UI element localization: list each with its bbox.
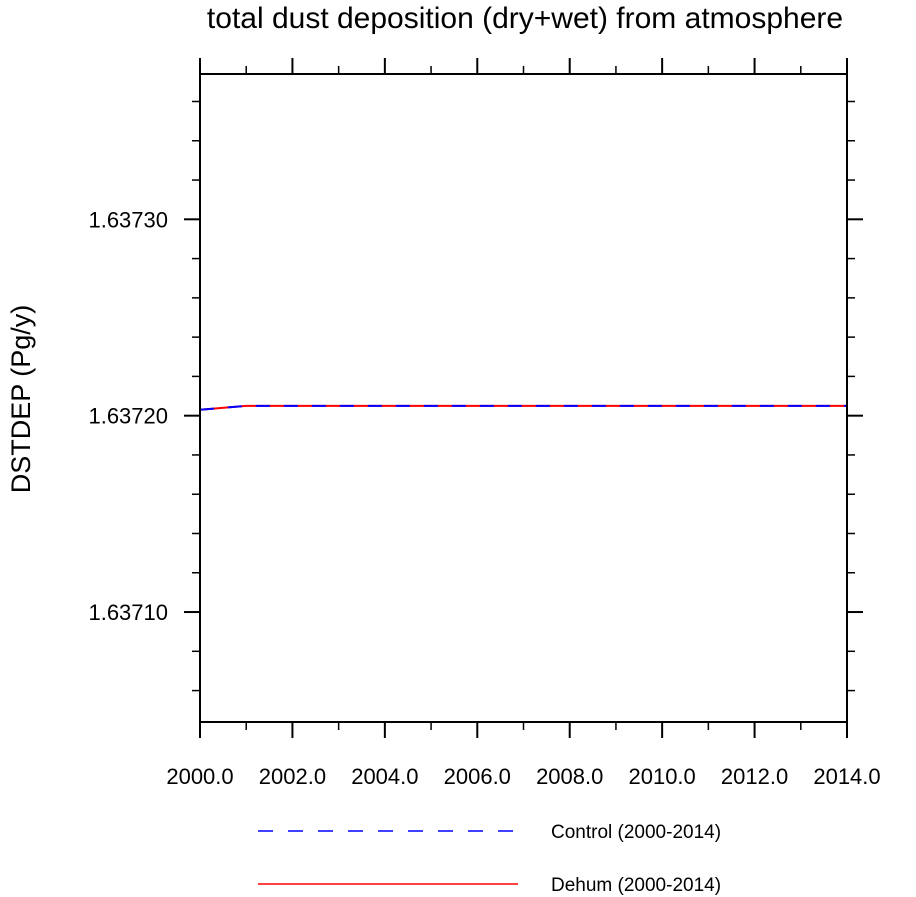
x-tick-label: 2004.0 — [351, 764, 418, 789]
x-tick-label: 2000.0 — [166, 764, 233, 789]
legend: Control (2000-2014) Dehum (2000-2014) — [258, 822, 721, 896]
x-tick-label: 2006.0 — [444, 764, 511, 789]
x-tick-label: 2002.0 — [259, 764, 326, 789]
x-tick-label: 2008.0 — [536, 764, 603, 789]
y-tick-label: 1.63710 — [88, 600, 168, 625]
series-lines — [199, 404, 847, 411]
tick-labels: 2000.0 2002.0 2004.0 2006.0 2008.0 2010.0 2012… — [88, 207, 880, 789]
chart-title: total dust deposition (dry+wet) from atm… — [207, 2, 843, 35]
y-tick-label: 1.63730 — [88, 207, 168, 232]
x-tick-label: 2014.0 — [813, 764, 880, 789]
y-tick-label: 1.63720 — [88, 404, 168, 429]
plot-frame — [199, 73, 848, 723]
legend-label: Dehum (2000-2014) — [551, 875, 721, 896]
control-series-line — [199, 404, 847, 411]
x-tick-label: 2010.0 — [628, 764, 695, 789]
axis-ticks — [184, 58, 863, 738]
legend-label: Control (2000-2014) — [551, 822, 721, 843]
y-axis-label: DSTDEP (Pg/y) — [6, 305, 36, 494]
x-tick-label: 2012.0 — [721, 764, 788, 789]
